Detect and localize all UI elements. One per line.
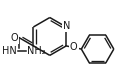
Text: HN: HN	[2, 46, 17, 56]
Text: O: O	[11, 33, 18, 43]
Text: NH₂: NH₂	[27, 46, 46, 56]
Text: N: N	[63, 21, 71, 31]
Text: O: O	[70, 43, 78, 52]
